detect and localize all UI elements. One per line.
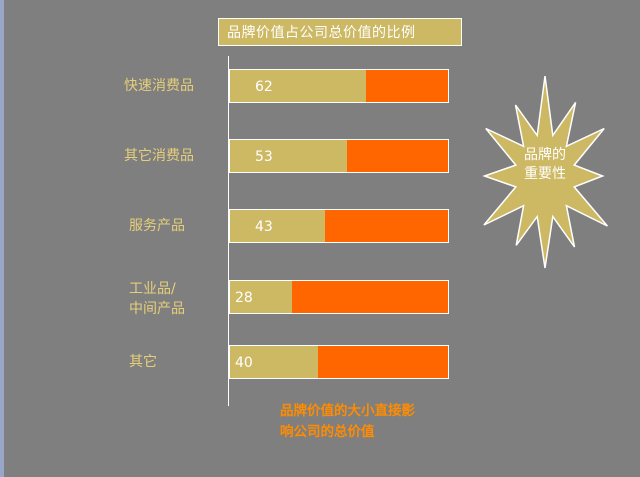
chart-title: 品牌价值占公司总价值的比例: [218, 18, 462, 46]
bar: 62: [229, 69, 449, 103]
slide-edge-strip: [0, 0, 4, 477]
data-label: 28: [235, 290, 253, 306]
data-label: 62: [255, 79, 273, 95]
bar: 40: [229, 345, 449, 379]
bar: 53: [229, 139, 449, 173]
bar: 43: [229, 209, 449, 243]
bar: 28: [229, 280, 449, 314]
category-label: 其它: [129, 354, 157, 370]
data-label: 40: [235, 355, 253, 371]
category-label: 服务产品: [129, 218, 185, 234]
category-label: 快速消费品: [124, 78, 194, 94]
bar-value-segment: [230, 70, 367, 102]
bar-value-segment: [230, 140, 347, 172]
data-label: 43: [255, 219, 273, 235]
category-axis-line: [228, 56, 229, 406]
bar-value-segment: [230, 210, 325, 242]
bar-value-segment: [230, 281, 292, 313]
starburst-shape: [482, 76, 608, 269]
data-label: 53: [255, 149, 273, 165]
bar-value-segment: [230, 346, 318, 378]
callout-text: 品牌的 重要性: [524, 147, 566, 182]
footnote-text: 品牌价值的大小直接影 响公司的总价值: [280, 403, 415, 440]
category-label: 工业品/中间产品: [129, 281, 185, 317]
category-label: 其它消费品: [124, 148, 194, 164]
